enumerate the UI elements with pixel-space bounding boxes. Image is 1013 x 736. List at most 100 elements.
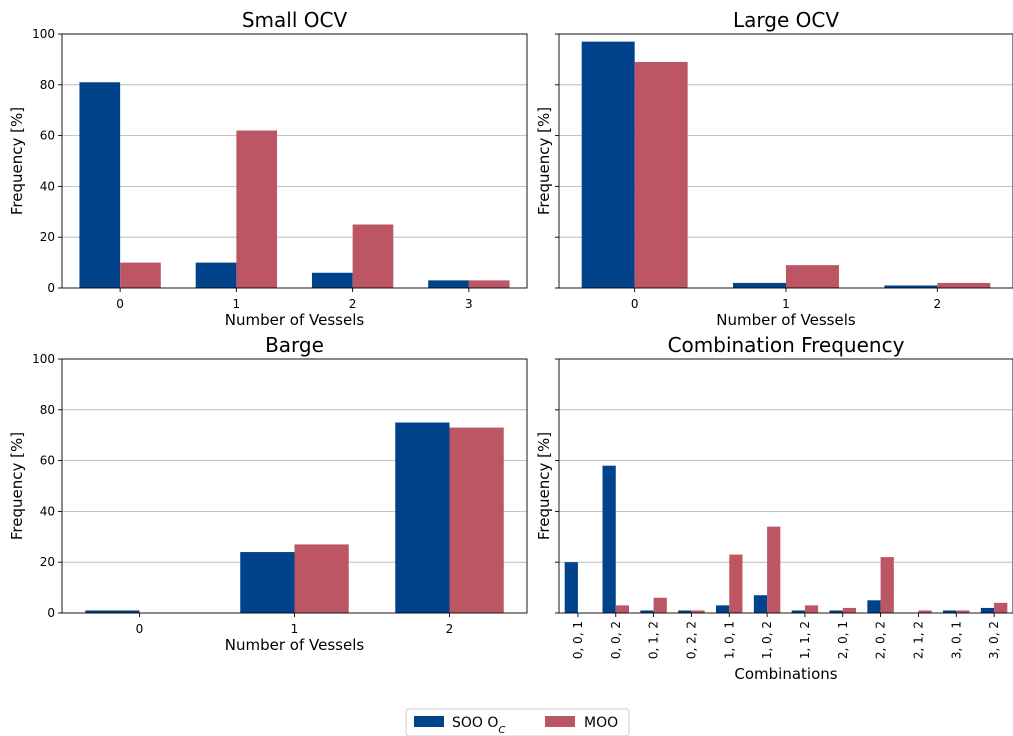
legend-swatch-moo [545, 716, 575, 727]
bar-moo-2 [653, 597, 667, 613]
bar-soo-0 [85, 610, 140, 613]
chart-title: Barge [265, 333, 324, 357]
y-tick-label: 40 [40, 179, 55, 193]
y-axis-label: Frequency [%] [535, 432, 553, 540]
bar-soo-1 [240, 552, 295, 613]
x-tick-label: 2 [349, 297, 357, 311]
legend-label-soo: SOO OC [452, 715, 505, 736]
x-axis-label: Number of Vessels [225, 311, 365, 329]
y-tick-label: 0 [47, 281, 55, 295]
x-axis-label: Combinations [734, 665, 837, 683]
bar-soo-2 [640, 610, 654, 613]
chart-panel-1: 0 1 2 Large OCV Number of Vessels Frequency [… [535, 8, 1013, 329]
legend-subscript: C [498, 725, 505, 736]
bar-moo-3 [691, 610, 705, 613]
x-tick-label: 2, 1, 2 [911, 621, 925, 659]
x-tick-label: 0, 0, 1 [571, 621, 585, 659]
legend-frame [405, 708, 630, 736]
bar-moo-4 [729, 554, 743, 613]
x-tick-label: 0 [116, 297, 124, 311]
bar-moo-1 [236, 130, 278, 288]
x-tick-label: 2, 0, 1 [836, 621, 850, 659]
y-tick-label: 60 [40, 129, 55, 143]
y-tick-label: 0 [47, 606, 55, 620]
x-tick-label: 0, 0, 2 [609, 621, 623, 659]
y-tick-label: 80 [40, 78, 55, 92]
x-tick-label: 1, 0, 1 [722, 621, 736, 659]
bar-soo-2 [311, 272, 353, 288]
bar-moo-8 [880, 557, 894, 613]
x-tick-label: 1 [233, 297, 241, 311]
legend: SOO OC MOO [405, 708, 630, 736]
chart-title: Large OCV [733, 8, 839, 32]
bar-soo-0 [581, 41, 635, 289]
x-tick-label: 1, 0, 2 [760, 621, 774, 659]
x-tick-label: 2 [446, 622, 454, 636]
bar-moo-1 [294, 544, 349, 613]
bar-moo-0 [120, 262, 161, 288]
bar-moo-1 [615, 605, 629, 613]
bar-moo-5 [767, 526, 781, 613]
y-tick-label: 80 [40, 403, 55, 417]
x-tick-label: 0 [631, 297, 639, 311]
x-tick-label: 1 [291, 622, 299, 636]
legend-label-moo: MOO [584, 715, 618, 731]
bar-moo-11 [994, 602, 1008, 613]
bar-soo-7 [829, 610, 843, 613]
y-tick-label: 20 [40, 555, 55, 569]
chart-panel-3: 0, 0, 1 0, 0, 2 0, 1, 2 0, 2, 2 1, 0, 1 1, 0,… [535, 333, 1013, 683]
x-tick-label: 0, 1, 2 [647, 621, 661, 659]
y-axis-label: Frequency [%] [8, 432, 26, 540]
x-tick-label: 0 [136, 622, 144, 636]
bar-moo-3 [468, 280, 510, 288]
bar-moo-1 [786, 265, 839, 288]
bar-moo-2 [352, 224, 394, 288]
chart-title: Small OCV [242, 8, 348, 32]
x-tick-label: 0, 2, 2 [684, 621, 698, 659]
bar-soo-0 [564, 562, 578, 613]
bar-soo-1 [733, 282, 786, 288]
x-tick-label: 2, 0, 2 [874, 621, 888, 659]
bar-moo-2 [449, 427, 504, 613]
x-tick-label: 3, 0, 2 [987, 621, 1001, 659]
bar-moo-7 [842, 607, 856, 613]
y-tick-label: 20 [40, 230, 55, 244]
bar-moo-10 [956, 610, 970, 613]
x-tick-label: 3, 0, 1 [949, 621, 963, 659]
bar-soo-0 [79, 82, 121, 288]
y-tick-label: 100 [32, 352, 55, 366]
x-axis-label: Number of Vessels [716, 311, 856, 329]
bar-soo-3 [428, 280, 469, 288]
x-tick-label: 1, 1, 2 [798, 621, 812, 659]
chart-title: Combination Frequency [668, 333, 905, 357]
bar-soo-1 [602, 465, 616, 613]
bar-soo-2 [884, 285, 938, 288]
bar-moo-2 [937, 282, 991, 288]
y-axis-label: Frequency [%] [8, 107, 26, 215]
y-axis-label: Frequency [%] [535, 107, 553, 215]
chart-panel-2: 0 20 40 60 80 100 0 1 2 Barge Number of Vessels Fre… [8, 333, 528, 654]
x-tick-label: 1 [782, 297, 790, 311]
bar-soo-3 [678, 610, 692, 613]
bar-soo-8 [867, 600, 881, 613]
bar-soo-2 [395, 422, 450, 613]
bar-moo-0 [634, 61, 688, 288]
bar-soo-4 [716, 605, 730, 613]
x-tick-label: 2 [934, 297, 942, 311]
bar-soo-11 [980, 607, 995, 613]
axes-frame [558, 358, 1013, 614]
bar-soo-6 [791, 610, 805, 613]
y-tick-label: 40 [40, 504, 55, 518]
bar-soo-1 [195, 262, 237, 288]
axes-frame [61, 33, 528, 289]
bar-moo-9 [918, 610, 932, 613]
x-tick-label: 3 [465, 297, 473, 311]
legend-swatch-soo [414, 716, 444, 727]
bar-soo-10 [943, 610, 957, 613]
bar-soo-5 [753, 595, 768, 613]
y-tick-label: 100 [32, 27, 55, 41]
x-axis-label: Number of Vessels [225, 636, 365, 654]
bar-moo-6 [804, 605, 819, 613]
chart-panel-0: 0 20 40 60 80 100 0 1 2 3 Small OCV Number of Vesse… [8, 8, 528, 329]
